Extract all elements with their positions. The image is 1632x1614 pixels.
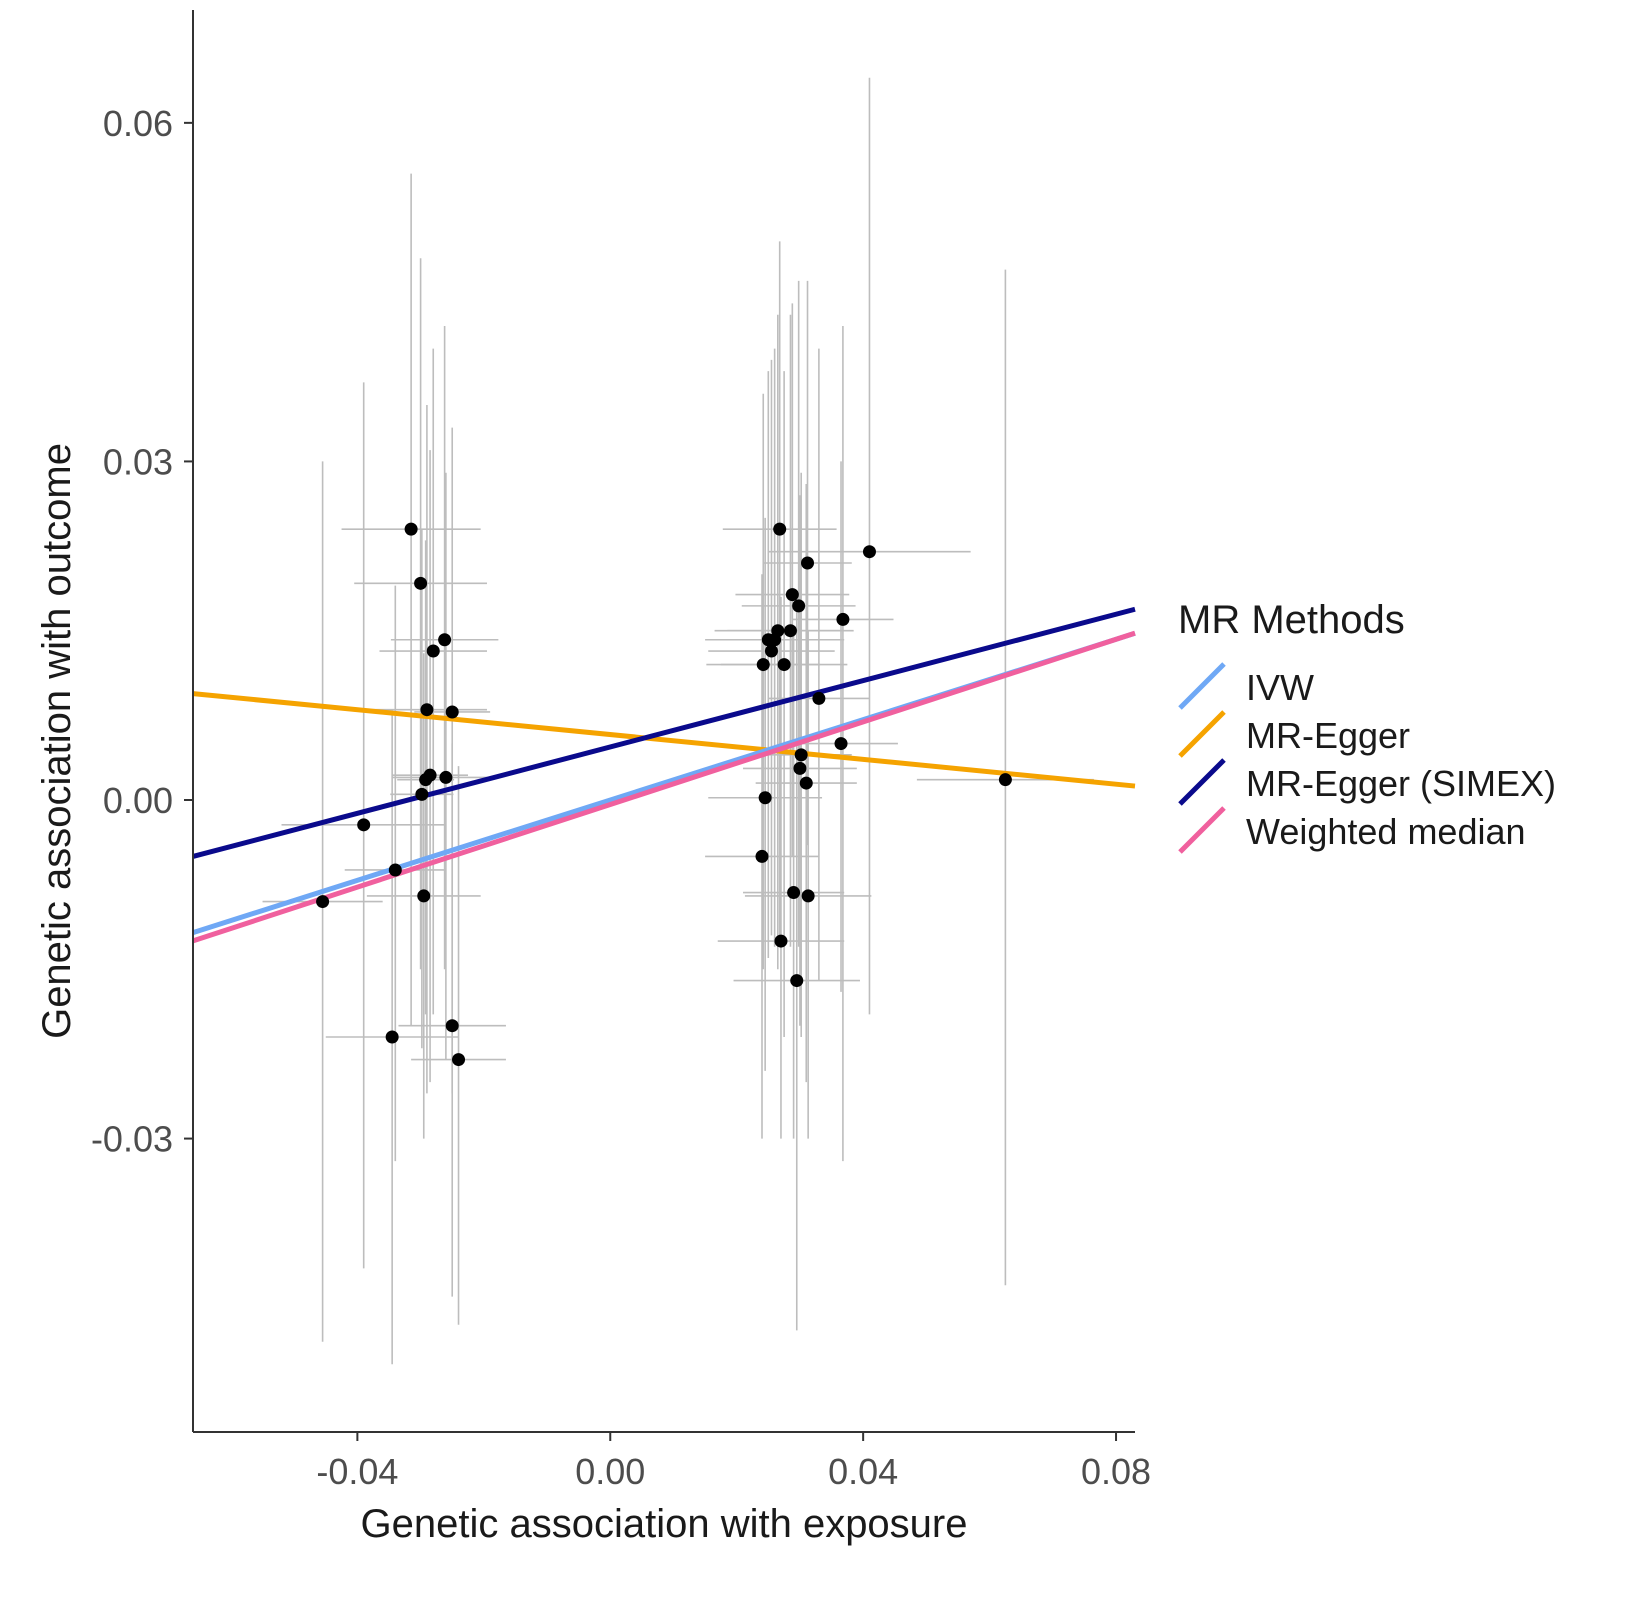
x-tick-label-2: 0.04	[828, 1451, 898, 1492]
data-point-4	[404, 522, 418, 536]
data-point-34	[799, 776, 813, 790]
legend-title: MR Methods	[1178, 598, 1405, 642]
data-point-38	[834, 737, 848, 751]
data-point-26	[777, 658, 791, 672]
data-point-40	[862, 545, 876, 559]
data-points	[316, 522, 1012, 1067]
fit-line-mr-egger	[192, 691, 1136, 789]
data-point-10	[423, 768, 437, 782]
legend-key-0	[1178, 662, 1226, 710]
y-tick-label-1: 0.03	[103, 441, 173, 482]
regression-lines	[192, 606, 1136, 944]
legend-key-3	[1178, 806, 1226, 854]
x-tick-label-0: -0.04	[316, 1451, 398, 1492]
y-axis-title: Genetic association with outcome	[35, 443, 79, 1039]
data-point-36	[801, 889, 815, 903]
legend-key-1	[1178, 710, 1226, 758]
x-tick-label-1: 0.00	[575, 1451, 645, 1492]
data-point-3	[388, 863, 402, 877]
data-point-18	[756, 658, 770, 672]
legend: MR Methods IVW MR-Egger MR-Egger (SIMEX) We…	[1178, 598, 1556, 854]
data-point-41	[998, 773, 1012, 787]
data-point-5	[414, 576, 428, 590]
y-tick-label-2: 0.00	[103, 780, 173, 821]
legend-label-0: IVW	[1246, 667, 1314, 708]
data-point-30	[790, 974, 804, 988]
data-point-15	[445, 1019, 459, 1033]
data-point-7	[417, 889, 431, 903]
y-tick-label-3: -0.03	[91, 1119, 173, 1160]
data-point-33	[794, 748, 808, 762]
data-point-35	[801, 556, 815, 570]
data-point-2	[385, 1030, 399, 1044]
data-point-21	[764, 644, 778, 658]
data-point-17	[755, 849, 769, 863]
data-point-16	[452, 1053, 466, 1067]
data-point-32	[793, 761, 807, 775]
data-point-1	[357, 818, 371, 832]
legend-label-2: MR-Egger (SIMEX)	[1246, 763, 1556, 804]
y-tick-label-0: 0.06	[103, 103, 173, 144]
fit-line-weighted-median	[192, 630, 1136, 944]
legend-key-2	[1178, 758, 1226, 806]
data-point-29	[787, 886, 801, 900]
data-point-14	[445, 705, 459, 719]
data-point-39	[836, 612, 850, 626]
legend-label-3: Weighted median	[1246, 811, 1526, 852]
data-point-19	[758, 791, 772, 805]
data-point-11	[426, 644, 440, 658]
legend-label-1: MR-Egger	[1246, 715, 1410, 756]
legend-items: IVW MR-Egger MR-Egger (SIMEX) Weighted medi…	[1178, 662, 1556, 854]
data-point-31	[792, 599, 806, 613]
fit-line-mr-egger-simex	[192, 606, 1136, 859]
error-bars	[262, 77, 1094, 1365]
data-point-0	[316, 895, 330, 909]
y-axis-ticks: 0.06 0.03 0.00 -0.03	[91, 103, 193, 1160]
data-point-27	[783, 624, 797, 638]
x-axis-title: Genetic association with exposure	[361, 1502, 968, 1546]
axes	[192, 10, 1135, 1433]
data-point-28	[785, 588, 799, 602]
x-tick-label-3: 0.08	[1081, 1451, 1151, 1492]
data-point-12	[438, 633, 452, 647]
data-point-9	[420, 703, 434, 717]
x-axis-ticks: -0.04 0.00 0.04 0.08	[316, 1432, 1151, 1492]
data-point-24	[773, 522, 787, 536]
data-point-13	[439, 770, 453, 784]
data-point-25	[774, 934, 788, 948]
data-point-6	[415, 787, 429, 801]
data-point-23	[771, 624, 785, 638]
data-point-37	[812, 691, 826, 705]
